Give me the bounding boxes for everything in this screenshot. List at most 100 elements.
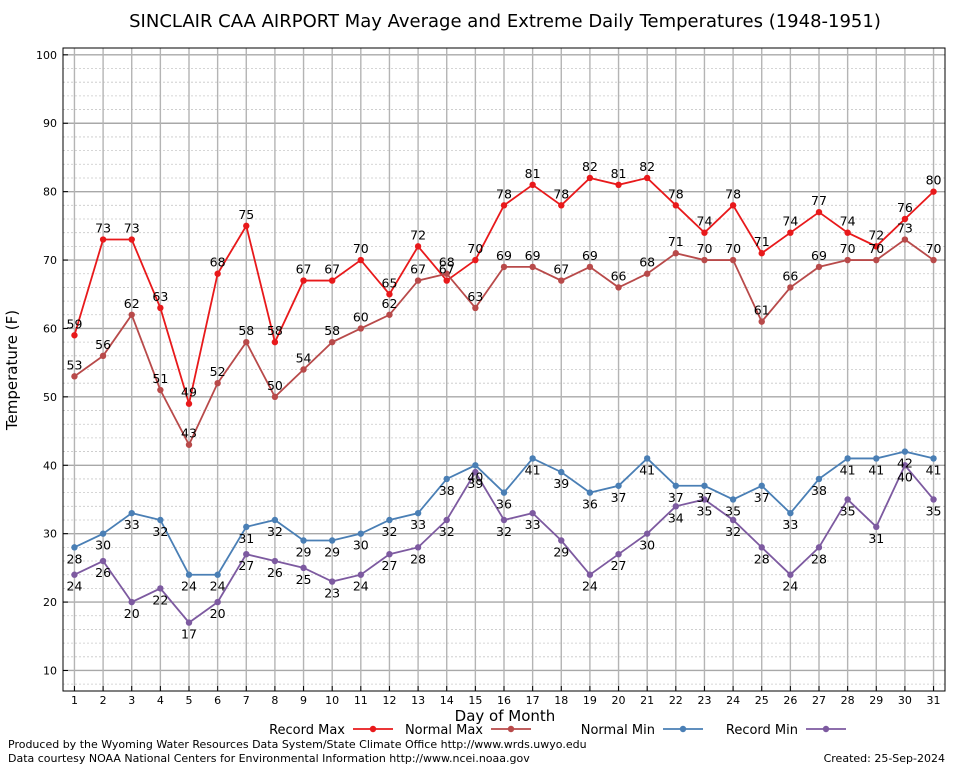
data-label: 20 bbox=[124, 606, 140, 621]
data-point bbox=[185, 441, 193, 448]
data-label: 82 bbox=[639, 159, 655, 174]
data-point bbox=[873, 256, 880, 264]
data-point bbox=[529, 455, 536, 462]
data-label: 32 bbox=[267, 524, 283, 539]
data-point bbox=[787, 229, 794, 236]
data-point bbox=[901, 215, 909, 223]
data-label: 49 bbox=[181, 385, 197, 400]
data-point bbox=[128, 598, 135, 606]
data-label: 67 bbox=[296, 262, 312, 277]
chart-title: SINCLAIR CAA AIRPORT May Average and Ext… bbox=[129, 11, 881, 32]
data-label: 76 bbox=[897, 200, 913, 215]
x-tick-label: 11 bbox=[354, 694, 368, 707]
data-point bbox=[472, 462, 479, 469]
data-point bbox=[271, 393, 279, 401]
data-label: 69 bbox=[496, 248, 512, 263]
data-point bbox=[214, 598, 221, 606]
data-label: 60 bbox=[353, 309, 369, 324]
y-tick-label: 70 bbox=[43, 254, 57, 267]
data-label: 24 bbox=[210, 579, 226, 594]
data-point bbox=[185, 619, 193, 626]
grid bbox=[63, 48, 945, 691]
data-label: 67 bbox=[324, 262, 340, 277]
data-point bbox=[157, 585, 164, 592]
data-point bbox=[300, 366, 307, 373]
data-label: 70 bbox=[467, 241, 483, 256]
data-label: 38 bbox=[811, 483, 827, 498]
data-label: 28 bbox=[754, 551, 770, 566]
data-label: 78 bbox=[496, 186, 512, 201]
data-label: 40 bbox=[897, 469, 913, 484]
data-point bbox=[500, 263, 508, 271]
data-point bbox=[99, 530, 107, 537]
data-point bbox=[615, 284, 622, 291]
data-label: 54 bbox=[296, 351, 312, 366]
data-label: 82 bbox=[582, 159, 598, 174]
x-tick-label: 10 bbox=[325, 694, 339, 707]
data-label: 41 bbox=[840, 462, 856, 477]
x-tick-label: 15 bbox=[468, 694, 482, 707]
data-point bbox=[901, 462, 909, 469]
data-point bbox=[844, 229, 851, 236]
data-label: 68 bbox=[210, 255, 226, 270]
data-label: 74 bbox=[840, 214, 856, 229]
data-label: 77 bbox=[811, 193, 827, 208]
x-tick-label: 2 bbox=[100, 694, 107, 707]
data-point bbox=[157, 304, 164, 312]
data-point bbox=[443, 270, 450, 277]
data-point bbox=[500, 489, 508, 496]
data-point bbox=[71, 373, 78, 380]
data-point bbox=[157, 386, 164, 394]
data-label: 33 bbox=[525, 517, 541, 532]
data-label: 27 bbox=[611, 558, 627, 573]
data-label: 69 bbox=[525, 248, 541, 263]
data-point bbox=[214, 270, 221, 277]
data-label: 73 bbox=[897, 221, 913, 236]
data-point bbox=[701, 496, 708, 503]
data-point bbox=[243, 222, 250, 230]
data-label: 70 bbox=[868, 241, 884, 256]
data-label: 69 bbox=[811, 248, 827, 263]
data-point bbox=[643, 530, 651, 537]
data-point bbox=[586, 571, 594, 578]
data-point bbox=[815, 475, 823, 483]
x-tick-label: 20 bbox=[612, 694, 626, 707]
data-point bbox=[930, 496, 937, 503]
data-label: 41 bbox=[926, 462, 942, 477]
data-point bbox=[128, 509, 135, 517]
data-label: 25 bbox=[296, 572, 312, 587]
x-tick-label: 16 bbox=[497, 694, 511, 707]
data-label: 51 bbox=[152, 371, 168, 386]
data-point bbox=[930, 188, 937, 195]
data-label: 31 bbox=[868, 531, 884, 546]
x-tick-label: 24 bbox=[726, 694, 740, 707]
data-label: 29 bbox=[553, 545, 569, 560]
data-point bbox=[672, 202, 680, 209]
data-point bbox=[386, 311, 393, 318]
data-point bbox=[873, 243, 880, 250]
data-label: 28 bbox=[410, 551, 426, 566]
data-label: 73 bbox=[124, 221, 140, 236]
data-point bbox=[558, 277, 565, 284]
x-tick-label: 21 bbox=[640, 694, 654, 707]
data-label: 35 bbox=[840, 503, 856, 518]
data-label: 28 bbox=[67, 551, 83, 566]
data-label: 36 bbox=[496, 497, 512, 512]
data-point bbox=[128, 311, 135, 318]
x-tick-label: 5 bbox=[186, 694, 193, 707]
data-point bbox=[271, 338, 279, 346]
data-point bbox=[844, 496, 851, 503]
data-label: 37 bbox=[754, 490, 770, 505]
data-point bbox=[729, 496, 737, 503]
data-label: 63 bbox=[152, 289, 168, 304]
data-label: 34 bbox=[668, 510, 684, 525]
data-point bbox=[472, 468, 479, 476]
data-point bbox=[357, 325, 365, 332]
x-tick-label: 22 bbox=[669, 694, 683, 707]
data-label: 28 bbox=[811, 551, 827, 566]
data-point bbox=[615, 181, 622, 189]
data-point bbox=[930, 256, 937, 264]
data-label: 58 bbox=[267, 323, 283, 338]
data-point bbox=[214, 571, 221, 578]
data-label: 32 bbox=[382, 524, 398, 539]
